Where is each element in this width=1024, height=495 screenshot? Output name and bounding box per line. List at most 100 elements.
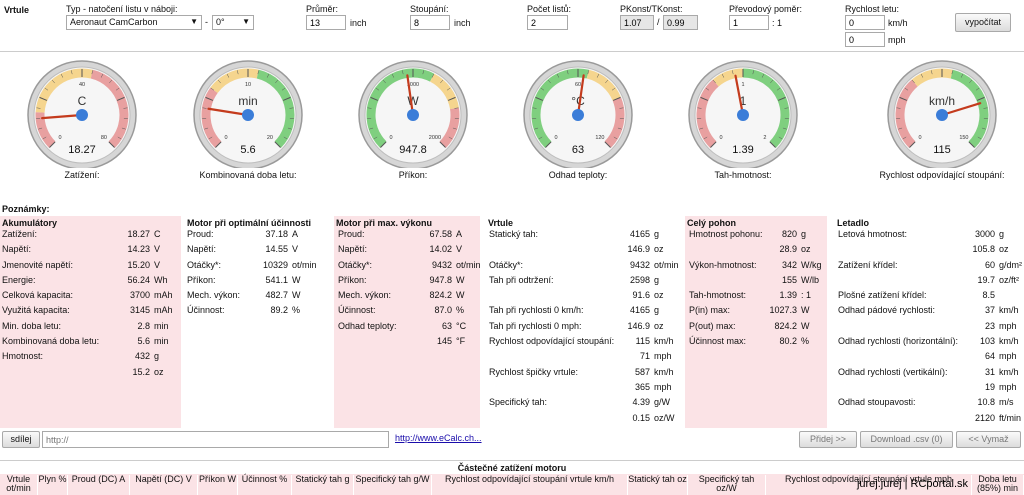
add-button[interactable]: Přidej >> [799,431,857,448]
gauge-tick [281,87,286,91]
result-unit: W [292,274,301,285]
gauge-tick [567,70,569,75]
result-unit: g [999,229,1005,239]
gauge-tick-label: 60 [575,82,581,88]
result-label: Otáčky*: [489,259,524,270]
calculate-button[interactable]: vypočítat [955,13,1011,32]
gauge-tick [289,107,294,109]
gauge-hub [737,109,749,121]
watermark: jurej.jurej | RCportal.sk [856,478,968,490]
result-label: Rychlost odpovídající stoupání: [489,336,615,347]
gauge-tick [100,73,104,78]
propeller-type-value: Aeronaut CamCarbon [70,17,158,27]
gauge-tick [217,79,221,84]
result-row: 71 mph [486,350,682,365]
tkonst-field[interactable] [663,15,698,30]
gauge-dial: 0 10 20 min 5.6 [193,60,303,168]
gauge-tick [431,73,435,78]
gauge: 0 10 20 min 5.6 Kombinovaná doba letu: [168,58,328,180]
result-row: Celková kapacita: 3700 mAh [0,289,181,304]
blades-input[interactable] [527,15,568,30]
table-header-cell[interactable]: Statický tah g [292,475,354,495]
gauge-tick [382,79,386,84]
share-url-input[interactable] [42,431,389,448]
airspeed-mph-input[interactable] [845,32,885,47]
result-value: 28.9 [779,244,797,255]
gauge-unit: W [407,94,419,108]
table-header-cell[interactable]: Doba letu (85%) min [972,475,1024,495]
chevron-down-icon: ▼ [242,17,250,26]
airspeed-label: Rychlost letu: [845,4,900,14]
table-header-cell[interactable]: Proud (DC) A [68,475,130,495]
result-row: Statický tah: 4165 g [486,228,682,243]
gauge-tick [439,141,446,148]
pitch-input[interactable] [410,15,450,30]
blade-angle-select[interactable]: 0° ▼ [212,15,254,30]
blades-label: Počet listů: [527,4,572,14]
result-value: 14.02 [429,244,452,255]
gauge-tick-label: 0 [225,135,228,141]
table-header-cell[interactable]: Účinnost % [238,475,292,495]
diameter-input[interactable] [306,15,346,30]
download-csv-button[interactable]: Download .csv (0) [860,431,953,448]
result-value: 19 [984,381,995,392]
gauge-needle [41,113,84,120]
share-button[interactable]: sdílej [2,431,40,448]
result-unit: W [801,305,810,316]
result-value: 4.39 [632,397,650,408]
gauge-tick [237,70,239,75]
gauge-tick [960,73,964,78]
table-header-cell[interactable]: Specifický tah g/W [354,475,432,495]
ecalc-link[interactable]: http://www.eCalc.ch... [395,433,482,443]
table-header-cell[interactable]: Příkon W [198,475,238,495]
clear-button[interactable]: << Vymaž [956,431,1021,448]
result-row: Tah-hmotnost: 1.39: 1 [685,289,827,304]
airspeed-kmh-input[interactable] [845,15,885,30]
result-value: 115 [635,336,650,347]
table-header-cell[interactable]: Statický tah oz [628,475,688,495]
table-header-cell[interactable]: Specifický tah oz/W [688,475,766,495]
gauge-zone [210,68,259,94]
table-header-cell[interactable]: Plyn % [38,475,68,495]
result-value: 15.20 [127,259,150,270]
result-unit: W/lb [801,274,819,285]
gauge-tick-label: 1000 [407,82,419,88]
result-label: Otáčky*: [187,259,222,270]
result-unit: km/h [999,305,1019,316]
gauge-tick [968,141,975,148]
table-header-cell[interactable]: Rychlost odpovídající stoupání vrtule mp… [766,475,972,495]
gauge-tick [697,107,702,109]
gauge-tick [732,70,734,75]
result-unit: oz [999,244,1009,255]
result-unit: W/kg [801,259,822,270]
result-label: Hmotnost: [2,351,44,362]
result-value: 947.8 [429,274,452,285]
gauge-tick [367,107,372,109]
gauge-tick [49,141,56,148]
pkonst-field[interactable] [620,15,654,30]
gauge-tick [699,127,704,130]
result-row: Mech. výkon: 824.2 W [334,289,480,304]
result-value: 14.55 [265,244,288,255]
result-value: 541.1 [265,274,288,285]
table-header-cell[interactable]: Vrtule ot/min [0,475,38,495]
table-header-cell[interactable]: Rychlost odpovídající stoupání vrtule km… [432,475,628,495]
result-row: 19 mph [835,381,1024,396]
gear-ratio-input[interactable] [729,15,769,30]
result-value: 15.2 [132,366,150,377]
result-unit: mph [654,351,672,362]
table-header-cell[interactable]: Napětí (DC) V [130,475,198,495]
section-title: Vrtule [4,5,30,15]
result-label: Hmotnost pohonu: [689,229,763,239]
result-unit: % [456,305,465,316]
result-row: 28.9 oz [685,243,827,258]
propeller-type-select[interactable]: Aeronaut CamCarbon ▼ [66,15,202,30]
gauge-tick [538,136,543,140]
gauge-tick [266,73,270,78]
gauge: 0 40 80 C 18.27 Zatížení: [2,58,162,180]
result-unit: oz [154,366,164,377]
gauge-row: 0 40 80 C 18.27 Zatížení: 0 10 20 min 5.6 Kombinova… [0,58,1024,198]
result-value: 89.2 [270,305,288,316]
gauge-zone [90,69,129,148]
result-row: Napětí: 14.23 V [0,243,181,258]
